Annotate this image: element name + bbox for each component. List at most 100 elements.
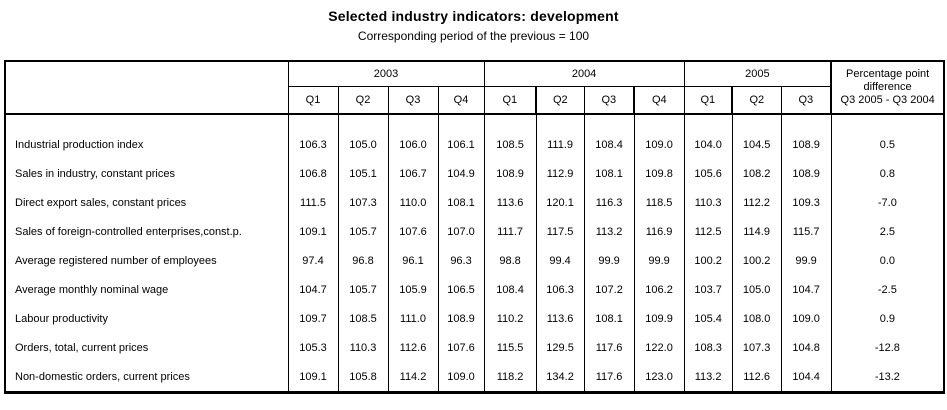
row-label: Average registered number of employees	[15, 254, 217, 267]
value-cell: 108.9	[483, 159, 537, 188]
row-label: Sales in industry, constant prices	[15, 167, 175, 180]
value-cell: 109.0	[437, 362, 485, 393]
quarter-header: Q2	[731, 86, 782, 115]
table-row: Sales in industry, constant prices 106.8 1…	[5, 159, 945, 188]
quarter-header-row: Q1 Q2 Q3 Q4 Q1 Q2 Q3 Q4 Q1 Q2 Q3	[5, 86, 944, 115]
year-header-2005: 2005	[683, 61, 832, 87]
value-cell: 117.5	[535, 217, 585, 246]
value-cell: 108.4	[483, 275, 537, 304]
value-cell: 108.9	[780, 114, 832, 159]
difference-header-line-1: Percentage point	[846, 68, 930, 80]
value-cell: 118.2	[483, 362, 537, 393]
value-cell: 112.6	[387, 333, 438, 362]
value-cell: 107.2	[583, 275, 635, 304]
diff-value-cell: 0.8	[830, 159, 945, 188]
value-cell: 104.5	[731, 114, 782, 159]
value-cell: 111.7	[483, 217, 537, 246]
value-cell: 106.2	[633, 275, 685, 304]
value-cell: 108.3	[683, 333, 733, 362]
value-cell: 105.9	[387, 275, 438, 304]
value-cell: 100.2	[731, 246, 782, 275]
table-row: Sales of foreign-controlled enterprises,…	[5, 217, 945, 246]
value-cell: 105.0	[731, 275, 782, 304]
value-cell: 100.2	[683, 246, 733, 275]
value-cell: 112.2	[731, 188, 782, 217]
value-cell: 113.6	[483, 188, 537, 217]
value-cell: 105.8	[337, 362, 388, 393]
value-cell: 105.3	[287, 333, 338, 362]
value-cell: 116.3	[583, 188, 635, 217]
value-cell: 110.0	[387, 188, 438, 217]
quarter-header: Q4	[633, 86, 685, 115]
value-cell: 109.0	[633, 114, 685, 159]
row-label: Labour productivity	[15, 312, 108, 325]
value-cell: 107.3	[337, 188, 388, 217]
diff-value-cell: 0.9	[830, 304, 945, 333]
value-cell: 109.8	[633, 159, 685, 188]
value-cell: 106.7	[387, 159, 438, 188]
value-cell: 106.1	[437, 114, 485, 159]
diff-value-cell: 0.5	[830, 114, 945, 159]
value-cell: 109.7	[287, 304, 338, 333]
row-label: Average monthly nominal wage	[15, 283, 169, 296]
value-cell: 110.3	[683, 188, 733, 217]
value-cell: 108.5	[483, 114, 537, 159]
value-cell: 107.0	[437, 217, 485, 246]
value-cell: 107.6	[387, 217, 438, 246]
value-cell: 108.9	[780, 159, 832, 188]
value-cell: 109.9	[633, 304, 685, 333]
row-label: Sales of foreign-controlled enterprises,…	[15, 225, 242, 238]
row-label: Direct export sales, constant prices	[15, 196, 187, 209]
diff-value-cell: -2.5	[830, 275, 945, 304]
table-row: Labour productivity 109.7 108.5 111.0 108.9 1…	[5, 304, 945, 333]
value-cell: 106.8	[287, 159, 338, 188]
value-cell: 104.9	[437, 159, 485, 188]
value-cell: 105.1	[337, 159, 388, 188]
row-label: Non-domestic orders, current prices	[15, 370, 190, 383]
value-cell: 114.9	[731, 217, 782, 246]
difference-header-line-3: Q3 2005 - Q3 2004	[840, 94, 935, 106]
value-cell: 110.3	[337, 333, 388, 362]
value-cell: 99.9	[633, 246, 685, 275]
industry-indicators-table: 2003 2004 2005 Percentage point differen…	[4, 60, 946, 394]
quarter-header: Q3	[387, 86, 438, 115]
value-cell: 122.0	[633, 333, 685, 362]
value-cell: 118.5	[633, 188, 685, 217]
diff-value-cell: 0.0	[830, 246, 945, 275]
row-label: Industrial production index	[15, 138, 144, 151]
value-cell: 120.1	[535, 188, 585, 217]
value-cell: 96.3	[437, 246, 485, 275]
value-cell: 98.8	[483, 246, 537, 275]
quarter-header: Q1	[287, 86, 338, 115]
value-cell: 104.0	[683, 114, 733, 159]
value-cell: 107.6	[437, 333, 485, 362]
difference-header-cell: Percentage point difference Q3 2005 - Q3…	[830, 61, 945, 115]
value-cell: 117.6	[583, 333, 635, 362]
quarter-header: Q1	[683, 86, 733, 115]
year-header-2004: 2004	[483, 61, 685, 87]
value-cell: 111.5	[287, 188, 338, 217]
value-cell: 129.5	[535, 333, 585, 362]
diff-value-cell: -13.2	[830, 362, 945, 393]
value-cell: 96.1	[387, 246, 438, 275]
value-cell: 110.2	[483, 304, 537, 333]
diff-value-cell: -7.0	[830, 188, 945, 217]
year-header-2003: 2003	[287, 61, 485, 87]
value-cell: 113.2	[683, 362, 733, 393]
value-cell: 111.9	[535, 114, 585, 159]
table-row: Average registered number of employees 97…	[5, 246, 945, 275]
value-cell: 99.4	[535, 246, 585, 275]
value-cell: 112.5	[683, 217, 733, 246]
row-label: Orders, total, current prices	[15, 341, 149, 354]
table-row: Average monthly nominal wage 104.7 105.7 10…	[5, 275, 945, 304]
value-cell: 106.0	[387, 114, 438, 159]
quarter-header: Q2	[337, 86, 388, 115]
value-cell: 97.4	[287, 246, 338, 275]
value-cell: 104.7	[287, 275, 338, 304]
quarter-header: Q3	[780, 86, 832, 115]
difference-header-line-2: difference	[863, 81, 912, 93]
value-cell: 108.9	[437, 304, 485, 333]
value-cell: 111.0	[387, 304, 438, 333]
value-cell: 123.0	[633, 362, 685, 393]
